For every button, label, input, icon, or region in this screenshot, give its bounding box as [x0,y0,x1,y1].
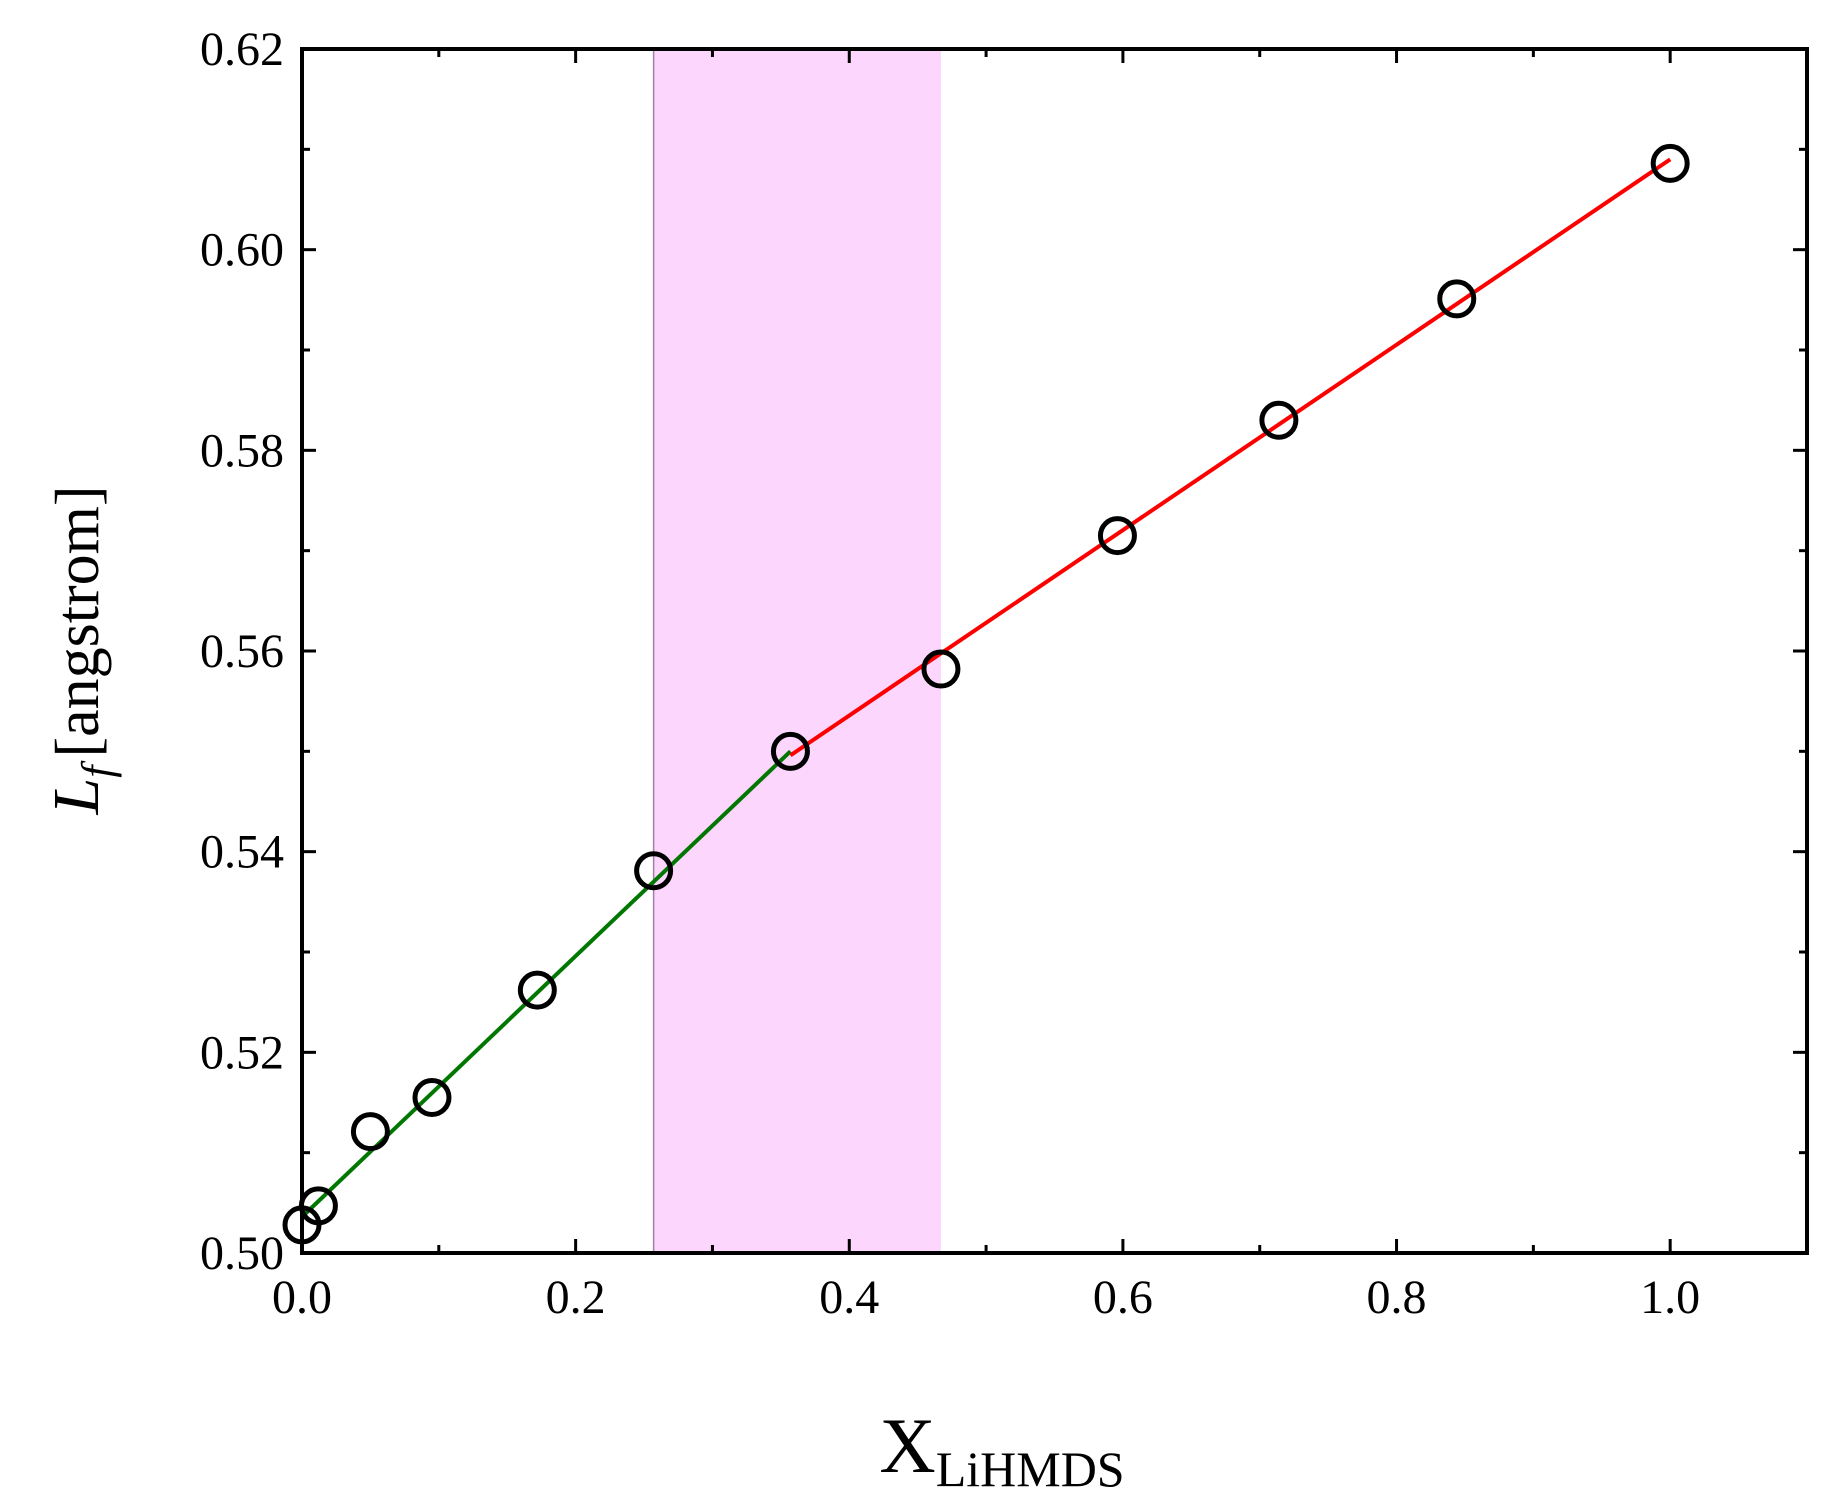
y-axis-title-unit: [angstrom] [44,486,112,758]
x-axis-title-main: X [879,1402,935,1489]
data-point [770,731,810,771]
data-point [1650,143,1690,183]
x-tick-label: 0.8 [1367,1271,1427,1324]
data-points-layer [282,143,1690,1245]
x-axis-title-sub: LiHMDS [936,1441,1125,1497]
x-tick-label: 0.6 [1093,1271,1153,1324]
data-point [921,649,961,689]
data-point [1259,400,1299,440]
data-point [517,970,557,1010]
y-tick-label: 0.56 [200,625,284,678]
ticks-layer [300,47,1809,1255]
y-tick-label: 0.52 [200,1026,284,1079]
y-tick-label: 0.50 [200,1227,284,1280]
data-point [634,851,674,891]
x-axis-title: XLiHMDS [879,1402,1124,1497]
data-point [1097,516,1137,556]
x-tick-label: 1.0 [1640,1271,1700,1324]
x-tick-label: 0.0 [272,1271,332,1324]
y-tick-label: 0.62 [200,23,284,76]
data-point [412,1077,452,1117]
shaded-region-layer [652,49,941,1253]
y-axis-title-symbol: L [40,778,113,816]
y-axis-title: Lf[angstrom] [40,486,122,816]
y-tick-label: 0.58 [200,424,284,477]
fit-line-2 [789,157,1672,758]
y-tick-label: 0.60 [200,224,284,277]
data-point [350,1112,390,1152]
y-tick-label: 0.54 [200,826,284,879]
tick-labels-layer: 0.0 0.2 0.4 0.6 0.8 1.0 0.50 0.52 0.54 0.56 0.58 0.… [200,23,1700,1324]
x-tick-label: 0.4 [819,1271,879,1324]
shaded-region [653,49,941,1253]
data-point [1437,279,1477,319]
x-tick-label: 0.2 [546,1271,606,1324]
